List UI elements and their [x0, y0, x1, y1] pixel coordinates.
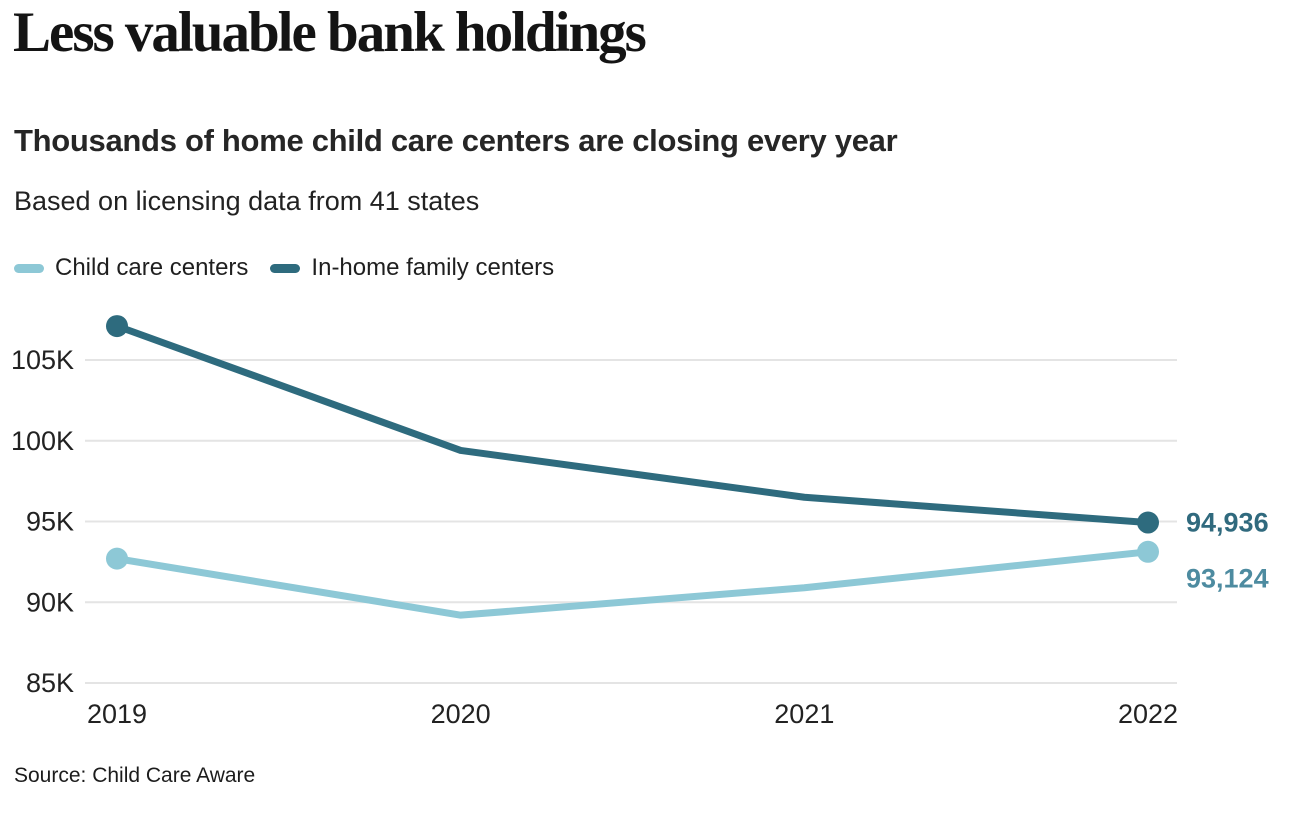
chart-note: Based on licensing data from 41 states: [14, 186, 480, 216]
legend-item: Child care centers: [14, 254, 248, 282]
data-point-marker: [106, 315, 128, 338]
series-line: [115, 322, 1149, 527]
y-tick-label: 85K: [26, 668, 74, 698]
series-line: [116, 548, 1149, 619]
source-credit: Source: Child Care Aware: [14, 764, 256, 787]
legend-label: Child care centers: [55, 254, 249, 281]
legend-label: In-home family centers: [311, 254, 555, 281]
legend-item: In-home family centers: [270, 254, 554, 282]
end-value-label: 94,936: [1186, 508, 1269, 538]
x-tick-label: 2019: [87, 699, 147, 729]
y-tick-label: 95K: [26, 507, 74, 537]
legend-swatch-icon: [14, 263, 44, 273]
data-point-marker: [1137, 511, 1159, 534]
page-title: Less valuable bank holdings: [13, 1, 647, 64]
y-tick-label: 100K: [11, 426, 74, 456]
chart-legend: Child care centers In-home family centers: [14, 254, 554, 282]
end-value-label: 93,124: [1186, 564, 1269, 594]
y-tick-label: 90K: [26, 587, 74, 617]
x-tick-label: 2021: [774, 699, 834, 729]
data-point-marker: [106, 547, 128, 570]
legend-swatch-icon: [270, 263, 301, 273]
chart-subtitle: Thousands of home child care centers are…: [14, 123, 898, 158]
x-tick-label: 2020: [431, 699, 491, 729]
y-tick-label: 105K: [11, 345, 74, 375]
data-point-marker: [1137, 540, 1159, 563]
x-tick-label: 2022: [1118, 699, 1178, 729]
